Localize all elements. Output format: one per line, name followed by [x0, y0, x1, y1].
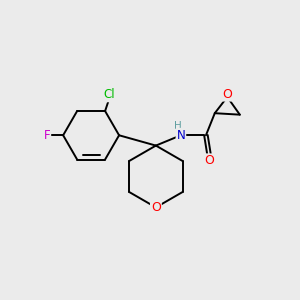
Text: N: N [176, 129, 185, 142]
Text: H: H [173, 121, 181, 131]
Text: F: F [44, 129, 50, 142]
Text: O: O [151, 201, 161, 214]
Text: Cl: Cl [104, 88, 115, 101]
Text: O: O [205, 154, 214, 167]
Text: O: O [222, 88, 232, 100]
